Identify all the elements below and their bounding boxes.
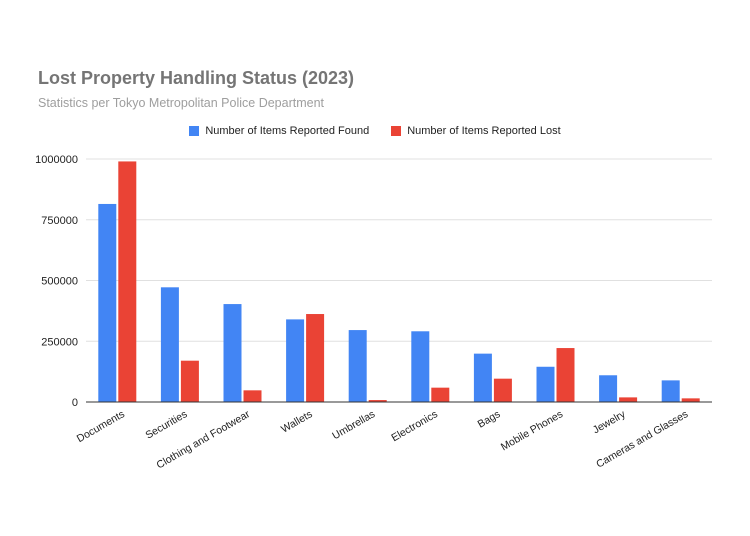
y-tick-label: 250000: [41, 336, 78, 348]
bar-found: [473, 353, 492, 402]
bar-found: [98, 203, 117, 402]
bar-lost: [493, 378, 512, 402]
bar-lost: [180, 360, 199, 402]
legend-swatch-lost: [391, 126, 402, 136]
x-tick-label: Umbrellas: [330, 408, 377, 442]
chart-subtitle: Statistics per Tokyo Metropolitan Police…: [38, 96, 325, 110]
legend-label-found: Number of Items Reported Found: [205, 125, 370, 137]
y-tick-label: 750000: [41, 215, 78, 227]
x-tick-label: Jewelry: [591, 408, 628, 437]
x-tick-label: Wallets: [279, 408, 314, 435]
bar-lost: [368, 400, 387, 402]
chart-legend: Number of Items Reported Found Number of…: [0, 125, 750, 137]
bar-lost: [431, 387, 450, 402]
bar-found: [661, 380, 680, 402]
bar-found: [536, 366, 555, 402]
legend-item-lost: Number of Items Reported Lost: [391, 125, 561, 137]
bar-lost: [118, 161, 137, 402]
bar-found: [160, 287, 179, 402]
chart-title: Lost Property Handling Status (2023): [38, 68, 355, 88]
legend-item-found: Number of Items Reported Found: [189, 125, 369, 137]
y-tick-label: 500000: [41, 276, 78, 288]
bar-lost: [619, 397, 638, 402]
bar-found: [223, 304, 242, 402]
x-tick-label: Mobile Phones: [499, 408, 565, 453]
bar-lost: [243, 390, 262, 402]
bar-found: [599, 375, 618, 402]
bar-lost: [306, 314, 325, 402]
legend-swatch-found: [189, 126, 200, 136]
x-tick-label: Securities: [143, 408, 189, 441]
x-tick-label: Documents: [75, 408, 127, 445]
bar-found: [348, 330, 367, 402]
x-tick-label: Bags: [476, 408, 503, 430]
bar-lost: [556, 348, 575, 402]
y-tick-label: 1000000: [35, 154, 78, 166]
bar-lost: [681, 398, 700, 402]
bar-found: [411, 331, 430, 402]
x-tick-label: Electronics: [389, 408, 439, 444]
legend-label-lost: Number of Items Reported Lost: [407, 125, 561, 137]
bar-found: [286, 319, 305, 402]
y-tick-label: 0: [72, 397, 78, 409]
